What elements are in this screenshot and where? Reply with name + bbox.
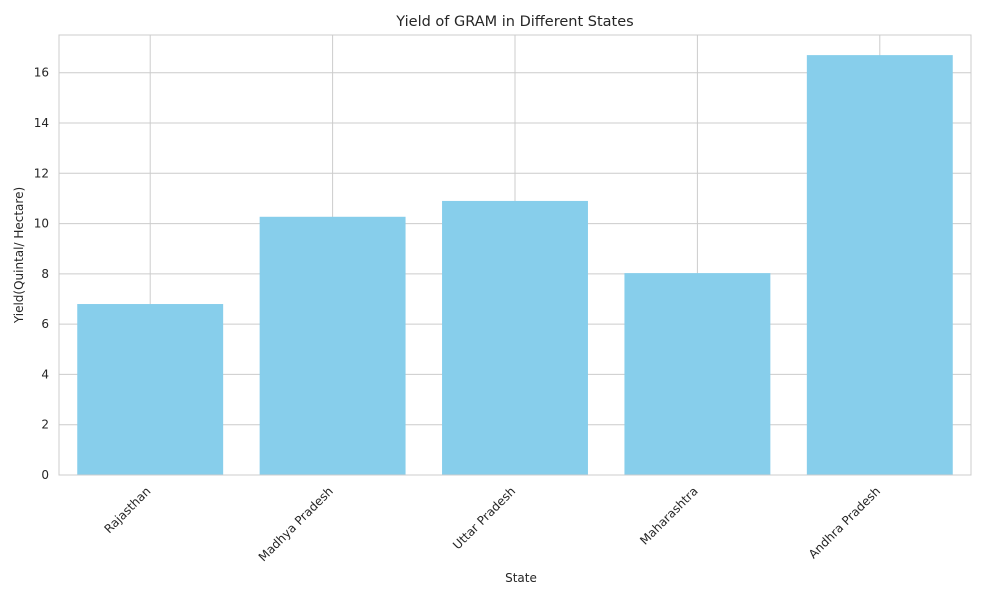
bar (259, 216, 406, 476)
y-axis-label: Yield(Quintal/ Hectare) (12, 187, 26, 324)
y-tick-label: 14 (34, 116, 49, 130)
bar (442, 200, 588, 475)
x-tick-label: Rajasthan (101, 484, 153, 536)
y-tick-label: 10 (34, 217, 49, 231)
y-tick-label: 16 (34, 66, 49, 80)
y-tick-label: 6 (41, 317, 49, 331)
y-tick-labels: 0 2 4 6 8 10 12 14 16 (34, 66, 49, 482)
axes-frame (58, 34, 972, 476)
y-tick-label: 12 (34, 166, 49, 180)
bar (806, 55, 953, 475)
x-tick-label: Maharashtra (637, 484, 701, 548)
x-tick-labels: Rajasthan Madhya Pradesh Uttar Pradesh Maha… (101, 484, 883, 564)
y-tick-label: 0 (41, 468, 49, 482)
x-tick-label: Madhya Pradesh (256, 484, 336, 564)
bar (624, 273, 771, 475)
x-tick-label: Uttar Pradesh (450, 484, 518, 552)
x-tick-label: Andhra Pradesh (806, 484, 883, 561)
y-tick-label: 2 (41, 418, 49, 432)
y-tick-label: 8 (41, 267, 49, 281)
bar (77, 304, 224, 475)
x-axis-label: State (505, 571, 537, 585)
y-tick-label: 4 (41, 367, 49, 381)
bars (77, 55, 953, 476)
chart-title: Yield of GRAM in Different States (395, 14, 633, 30)
